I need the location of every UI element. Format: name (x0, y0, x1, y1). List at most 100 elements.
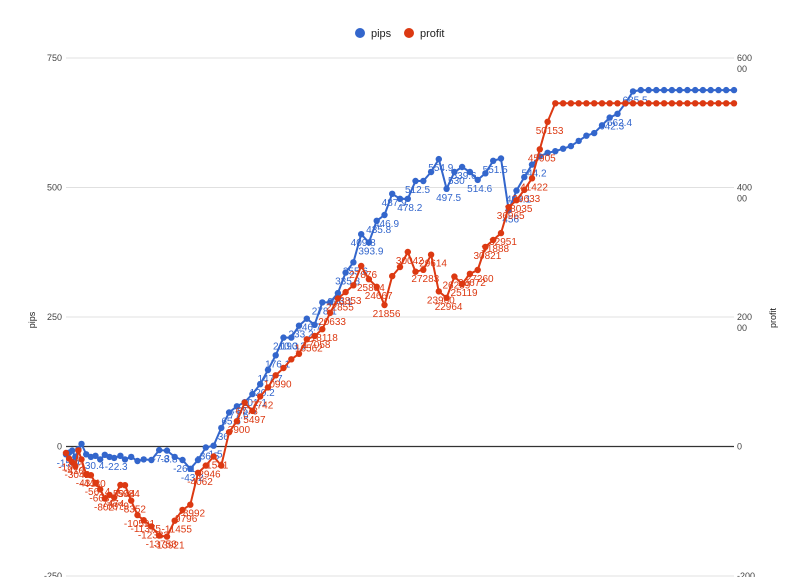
data-point-profit (598, 100, 606, 107)
data-point-pips (645, 86, 652, 94)
data-label-pips: 487.9 (382, 198, 407, 209)
legend-label-pips: pips (371, 28, 392, 40)
data-label-pips: 530 (448, 176, 465, 187)
gridlines (66, 57, 734, 577)
data-point-profit (466, 270, 474, 277)
data-label-pips: -26.1 (173, 464, 196, 475)
data-label-profit: 25119 (451, 288, 479, 299)
data-point-pips (420, 177, 427, 185)
data-label-profit: -2946 (195, 470, 221, 481)
data-point-profit (241, 399, 248, 406)
data-point-profit (288, 356, 295, 363)
data-point-pips (311, 321, 318, 328)
data-label-profit: -6631 (89, 493, 115, 504)
data-point-pips (559, 145, 567, 152)
data-label-profit: -10591 (124, 519, 156, 530)
data-point-profit (326, 309, 334, 317)
data-point-pips (117, 452, 124, 459)
data-point-profit (78, 456, 85, 463)
data-label-profit: 18118 (311, 333, 339, 344)
data-point-profit (179, 506, 186, 514)
data-point-profit (194, 469, 202, 476)
data-label-profit: -8027 (94, 503, 120, 514)
data-point-pips (598, 122, 606, 129)
data-point-profit (264, 384, 272, 391)
data-point-pips (684, 86, 691, 94)
data-label-pips: 147.7 (257, 374, 282, 385)
data-label-pips: 246.7 (296, 323, 321, 334)
data-point-profit (342, 288, 349, 296)
data-label-profit: -12333 (138, 530, 170, 541)
data-point-profit (272, 372, 279, 379)
data-label-profit: -1862 (58, 463, 84, 474)
data-point-profit (692, 100, 699, 107)
data-point-profit (233, 418, 241, 425)
data-point-profit (559, 100, 567, 107)
left-axis-ticks: 750 500 250 0 -250 (44, 53, 62, 577)
data-label-pips: 446.9 (374, 219, 399, 230)
data-point-pips (202, 444, 209, 451)
data-label-profit: 27876 (349, 270, 377, 281)
data-point-profit (629, 100, 637, 107)
right-tick-label-line: 600 (737, 53, 752, 63)
data-label-pips: 210.3 (273, 342, 298, 353)
data-point-profit (72, 463, 79, 470)
data-label-profit: 32951 (489, 237, 517, 248)
data-point-pips (676, 86, 683, 94)
data-point-profit (536, 146, 543, 153)
data-point-profit (121, 482, 129, 489)
data-label-pips: 514.6 (467, 184, 492, 195)
data-point-profit (257, 393, 264, 400)
data-label-pips: 642.3 (599, 122, 624, 133)
data-point-pips (92, 452, 99, 459)
data-point-profit (707, 100, 714, 107)
legend-item-pips[interactable]: pips (355, 28, 392, 40)
data-point-profit (552, 100, 559, 107)
data-label-profit: -5944 (110, 489, 136, 500)
left-tick-label: 500 (47, 183, 62, 193)
data-point-profit (606, 100, 613, 107)
right-tick-label: 0 (737, 442, 742, 452)
data-point-profit (396, 263, 404, 271)
data-point-pips (194, 456, 202, 464)
legend-label-profit: profit (420, 28, 444, 40)
data-label-profit: 7742 (251, 400, 274, 411)
data-label-pips: 685.5 (622, 95, 647, 106)
data-point-pips (707, 86, 714, 94)
data-point-profit (134, 511, 141, 519)
data-label-profit: 30821 (473, 251, 501, 262)
data-point-profit (187, 501, 194, 508)
legend-item-profit[interactable]: profit (404, 28, 444, 40)
data-label-profit: -4062 (187, 477, 213, 488)
legend-marker-profit (404, 28, 414, 38)
data-point-profit (730, 100, 738, 107)
data-point-pips (111, 454, 118, 462)
data-point-profit (676, 100, 683, 107)
data-point-pips (257, 381, 264, 388)
data-label-profit: -7879 (103, 502, 129, 513)
data-point-pips (404, 195, 411, 202)
data-point-profit (334, 295, 342, 302)
data-point-profit (202, 462, 209, 469)
data-point-profit (723, 100, 730, 107)
data-point-pips (69, 447, 76, 454)
data-point-profit (148, 523, 155, 530)
data-point-profit (117, 481, 124, 489)
data-point-profit (645, 100, 652, 107)
right-tick-label-line: 00 (737, 64, 747, 74)
data-point-profit (521, 186, 528, 194)
data-point-profit (280, 364, 287, 372)
data-label-profit: -1541 (203, 461, 229, 472)
data-label-profit: 41422 (520, 182, 548, 193)
data-point-pips (723, 86, 730, 94)
data-label-profit: 27260 (466, 274, 494, 285)
series-profit: -1862-410-3042-4311-4430-5614-6631-8027-… (58, 100, 738, 552)
data-point-profit (435, 288, 442, 295)
data-point-pips (552, 148, 559, 155)
data-point-pips (280, 334, 287, 341)
data-point-pips (148, 456, 155, 464)
data-label-profit: 26239 (442, 281, 470, 292)
data-label-pips: 65.6 (221, 417, 241, 428)
data-point-profit (111, 494, 118, 501)
